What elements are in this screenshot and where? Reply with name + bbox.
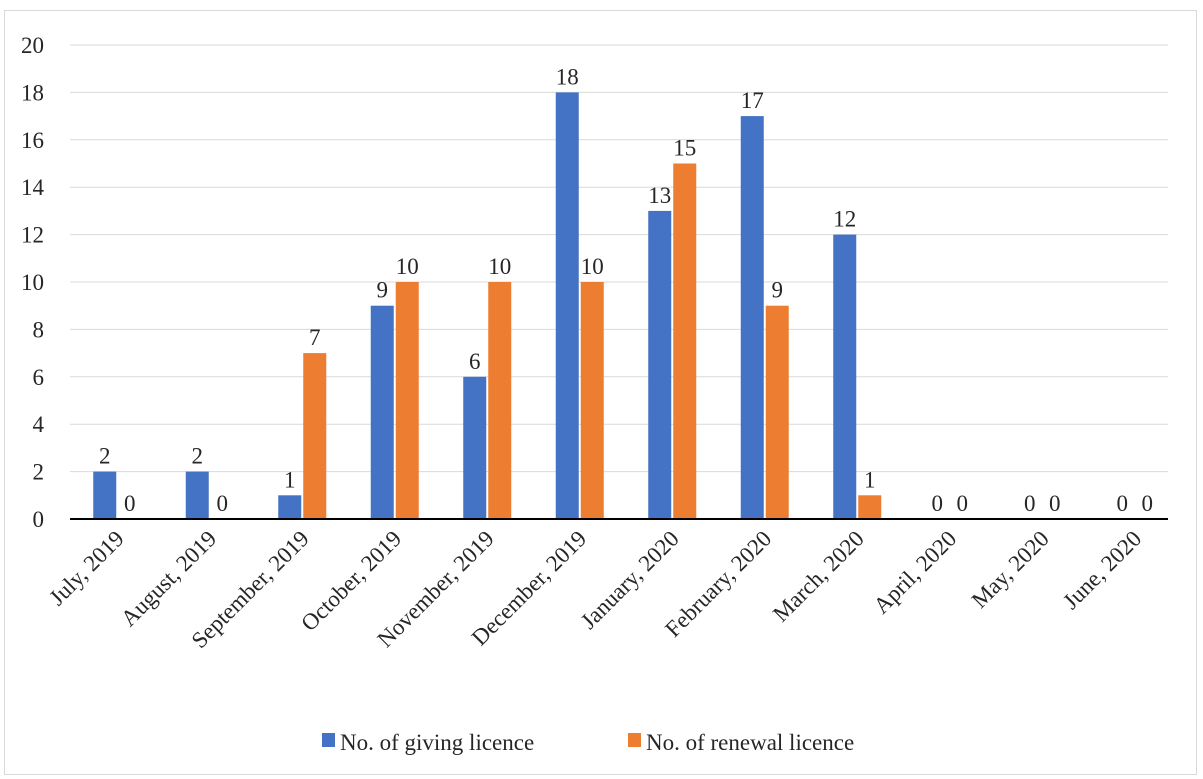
bar-renewal-licence (765, 305, 789, 519)
data-label: 10 (581, 254, 604, 279)
x-tick-label: June, 2020 (1058, 526, 1146, 614)
data-label: 13 (648, 183, 671, 208)
data-label: 6 (469, 349, 481, 374)
data-label: 12 (833, 207, 856, 232)
y-tick-label: 14 (21, 175, 45, 200)
data-label: 0 (1117, 491, 1129, 516)
x-tick-label: July, 2019 (44, 526, 128, 610)
data-label: 0 (957, 491, 969, 516)
bar-giving-licence (740, 116, 764, 519)
bar-giving-licence (463, 376, 487, 519)
y-tick-label: 10 (21, 270, 44, 295)
y-tick-label: 16 (21, 128, 44, 153)
data-label: 1 (284, 467, 296, 492)
data-label: 18 (556, 64, 579, 89)
data-label: 17 (741, 88, 764, 113)
bar-giving-licence (648, 210, 672, 519)
bar-giving-licence (278, 495, 302, 519)
data-label: 2 (99, 444, 111, 469)
bar-renewal-licence (580, 282, 604, 519)
legend-swatch (628, 733, 641, 747)
data-label: 0 (1049, 491, 1061, 516)
bar-giving-licence (93, 471, 117, 519)
bars (93, 92, 882, 520)
bar-giving-licence (833, 234, 857, 519)
bar-giving-licence (370, 305, 394, 519)
data-label: 2 (192, 444, 204, 469)
legend-label: No. of renewal licence (646, 730, 854, 755)
data-label: 15 (673, 136, 696, 161)
bar-renewal-licence (488, 282, 512, 519)
data-label: 7 (309, 325, 321, 350)
y-tick-label: 2 (33, 460, 45, 485)
data-label: 10 (396, 254, 419, 279)
data-label: 0 (217, 491, 229, 516)
y-tick-label: 12 (21, 223, 44, 248)
gridlines (70, 44, 1168, 473)
data-label: 0 (1024, 491, 1036, 516)
y-tick-label: 0 (33, 507, 45, 532)
data-label: 0 (932, 491, 944, 516)
x-tick-label: April, 2020 (869, 526, 962, 619)
x-tick-label: May, 2020 (967, 526, 1054, 613)
bar-giving-licence (555, 92, 579, 520)
bar-renewal-licence (395, 282, 419, 519)
y-tick-label: 20 (21, 33, 44, 58)
y-tick-label: 6 (33, 365, 45, 390)
bar-renewal-licence (673, 163, 697, 519)
data-label: 0 (1142, 491, 1154, 516)
data-label: 10 (488, 254, 511, 279)
bar-giving-licence (185, 471, 209, 519)
data-label: 9 (377, 278, 389, 303)
data-label: 0 (124, 491, 136, 516)
x-tick-label: March, 2020 (768, 526, 869, 627)
legend-label: No. of giving licence (340, 730, 534, 755)
data-label: 1 (864, 467, 876, 492)
legend: No. of giving licence No. of renewal lice… (322, 730, 854, 755)
y-tick-label: 8 (33, 317, 45, 342)
bar-renewal-licence (858, 495, 882, 519)
bar-renewal-licence (303, 353, 327, 519)
data-label: 9 (772, 278, 784, 303)
y-tick-label: 4 (33, 412, 45, 437)
y-axis-ticks: 0 2 4 6 8 10 12 14 16 18 20 (21, 33, 45, 532)
y-tick-label: 18 (21, 80, 44, 105)
legend-swatch (322, 733, 335, 747)
